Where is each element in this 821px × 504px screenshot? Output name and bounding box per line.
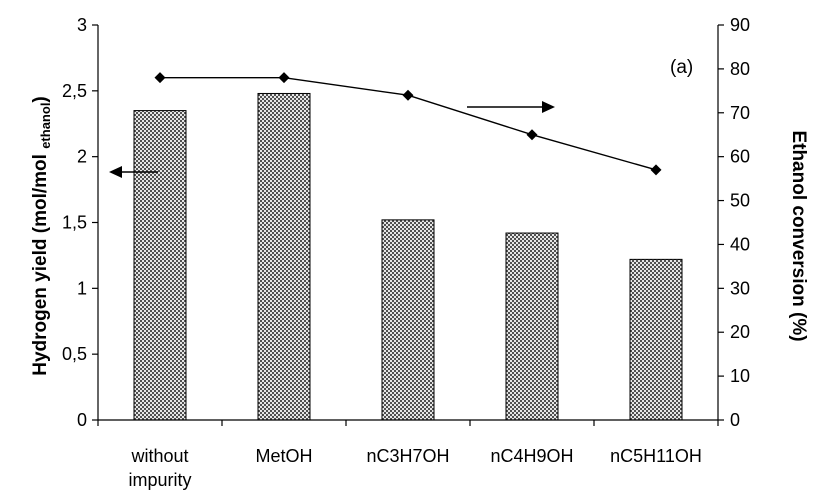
y-axis-title-subscript: ethanol [38,103,53,149]
y-axis-title-end: ) [30,96,51,102]
y2-tick-label: 20 [730,322,750,342]
axes: 00,511,522,530102030405060708090withouti… [62,15,750,490]
line-series [154,72,662,176]
y-axis-title: Hydrogen yield (mol/mol ethanol) [30,96,53,376]
y-tick-label: 1,5 [62,213,87,233]
y2-tick-label: 0 [730,410,740,430]
line-marker [278,72,290,84]
annotation-label: (a) [670,57,693,78]
x-tick-label: MetOH [255,446,312,466]
y2-tick-label: 90 [730,15,750,35]
y2-tick-label: 50 [730,191,750,211]
y-tick-label: 1 [77,278,87,298]
y2-tick-label: 10 [730,366,750,386]
line-marker [402,89,414,101]
y-tick-label: 0,5 [62,344,87,364]
y2-axis-title: Ethanol conversion (%) [788,130,809,341]
y2-tick-label: 80 [730,59,750,79]
x-tick-label: impurity [128,470,191,490]
x-tick-label: without [130,446,188,466]
x-tick-label: nC4H9OH [490,446,573,466]
bar [257,92,311,421]
line-marker [154,72,166,84]
y-tick-label: 2,5 [62,81,87,101]
y2-tick-label: 40 [730,234,750,254]
y-tick-label: 3 [77,15,87,35]
y2-tick-label: 60 [730,147,750,167]
bar [381,219,435,421]
x-tick-label: nC5H11OH [610,446,702,466]
y-tick-label: 2 [77,147,87,167]
bar [505,232,559,421]
x-tick-label: nC3H7OH [366,446,449,466]
bar [133,110,187,421]
arrow-right-head [542,101,555,113]
y-axis-title-main: Hydrogen yield (mol/mol [30,149,51,376]
y2-tick-label: 30 [730,278,750,298]
bar-series [133,92,683,421]
y2-tick-label: 70 [730,103,750,123]
y-tick-label: 0 [77,410,87,430]
bar [629,258,683,421]
line-marker [650,164,662,176]
line-marker [526,129,538,141]
arrows [109,101,555,178]
arrow-left-head [109,166,122,178]
